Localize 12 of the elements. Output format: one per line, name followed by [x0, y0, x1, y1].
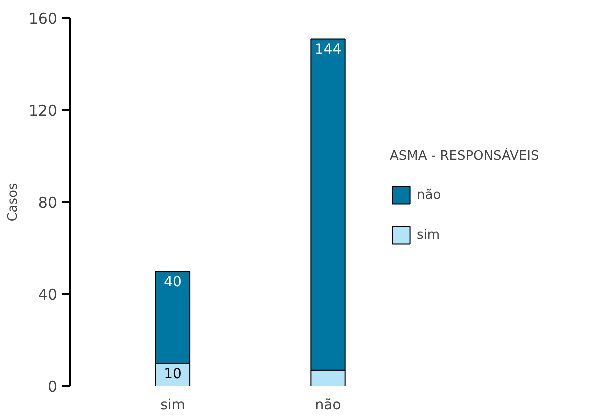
legend-label: sim [417, 228, 440, 242]
data-label: 10 [164, 366, 182, 382]
y-tick-label: 120 [28, 102, 58, 120]
y-tick-label: 40 [38, 286, 58, 304]
legend-label: não [417, 188, 442, 202]
data-label: 40 [164, 274, 182, 290]
legend-title: ASMA - RESPONSÁVEIS [390, 149, 540, 164]
y-tick-label: 160 [28, 10, 58, 28]
y-tick-label: 0 [48, 378, 58, 396]
y-axis-title: Casos [6, 183, 21, 222]
data-label: 144 [314, 42, 342, 58]
y-tick-label: 80 [38, 194, 58, 212]
